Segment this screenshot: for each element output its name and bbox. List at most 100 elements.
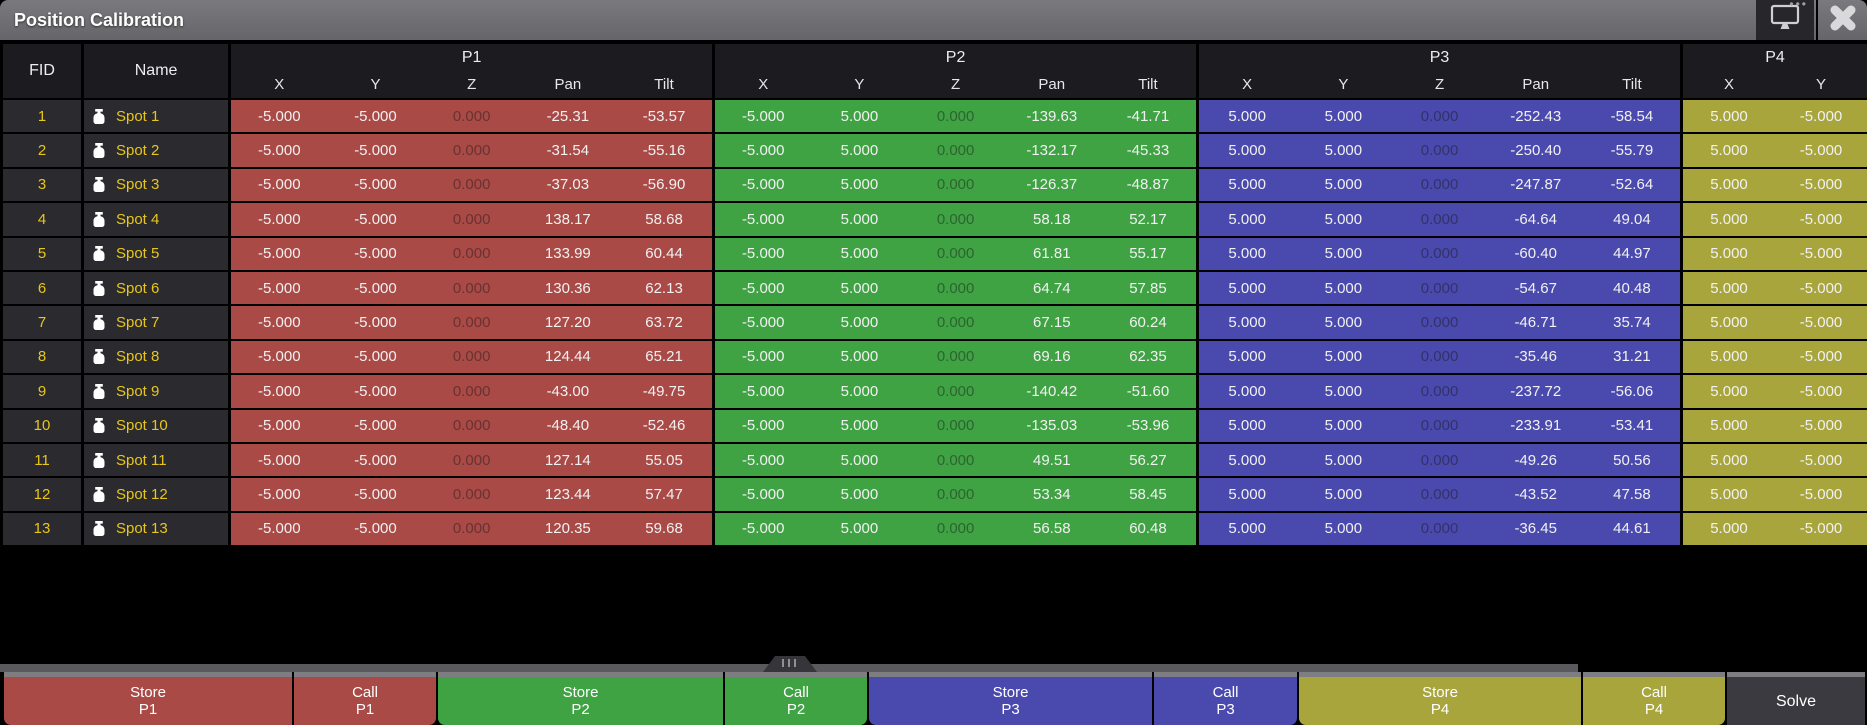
solve-button[interactable]: Solve	[1727, 672, 1865, 725]
value-cell[interactable]: -53.96	[1126, 417, 1170, 435]
value-cell[interactable]: 0.000	[1420, 348, 1459, 366]
value-cell[interactable]: -5.000	[1799, 520, 1843, 538]
value-cell[interactable]: 5.000	[1228, 176, 1266, 194]
value-cell[interactable]: -5.000	[258, 451, 301, 469]
value-cell[interactable]: 0.000	[452, 382, 491, 400]
value-cell[interactable]: 35.74	[1613, 314, 1651, 332]
fid-cell[interactable]: 5	[3, 237, 81, 270]
value-cell[interactable]: 63.72	[645, 314, 683, 332]
value-cell[interactable]: 0.000	[936, 210, 975, 228]
value-cell[interactable]: -31.54	[546, 142, 590, 160]
value-cell[interactable]: 69.16	[1033, 348, 1071, 366]
value-cell[interactable]: 0.000	[452, 176, 491, 194]
value-cell[interactable]: -135.03	[1026, 417, 1078, 435]
value-cell[interactable]: 52.17	[1129, 210, 1167, 228]
value-cell[interactable]: 40.48	[1613, 279, 1651, 297]
value-cell[interactable]: 0.000	[1420, 245, 1459, 263]
value-cell[interactable]: -53.41	[1610, 417, 1654, 435]
value-cell[interactable]: -5.000	[354, 348, 397, 366]
value-cell[interactable]: -41.71	[1126, 107, 1170, 125]
value-cell[interactable]: 0.000	[1420, 142, 1459, 160]
value-cell[interactable]: -51.60	[1126, 382, 1170, 400]
value-cell[interactable]: 60.24	[1129, 314, 1167, 332]
value-cell[interactable]: -5.000	[258, 485, 301, 503]
value-cell[interactable]: 5.000	[1228, 348, 1266, 366]
value-cell[interactable]: 0.000	[936, 245, 975, 263]
value-cell[interactable]: 55.17	[1129, 245, 1167, 263]
value-cell[interactable]: 31.21	[1613, 348, 1651, 366]
monitor-button[interactable]: •••	[1756, 0, 1814, 40]
fid-cell[interactable]: 2	[3, 134, 81, 167]
value-cell[interactable]: -5.000	[354, 451, 397, 469]
value-cell[interactable]: -54.67	[1514, 279, 1557, 297]
value-cell[interactable]: 56.58	[1033, 520, 1071, 538]
value-cell[interactable]: -5.000	[258, 314, 301, 332]
value-cell[interactable]: 5.000	[1710, 176, 1748, 194]
value-cell[interactable]: -55.79	[1610, 142, 1654, 160]
value-cell[interactable]: 0.000	[936, 176, 975, 194]
value-cell[interactable]: 133.99	[544, 245, 591, 263]
value-cell[interactable]: -5.000	[1799, 107, 1843, 125]
value-cell[interactable]: 0.000	[452, 142, 491, 160]
value-cell[interactable]: -5.000	[741, 348, 785, 366]
value-cell[interactable]: 55.05	[645, 451, 683, 469]
value-cell[interactable]: -5.000	[354, 279, 397, 297]
value-cell[interactable]: 5.000	[840, 314, 879, 332]
value-cell[interactable]: 0.000	[452, 314, 491, 332]
value-cell[interactable]: 5.000	[1228, 314, 1266, 332]
store-p2-button[interactable]: Store P2	[438, 672, 723, 725]
value-cell[interactable]: -5.000	[354, 485, 397, 503]
value-cell[interactable]: -5.000	[741, 245, 785, 263]
value-cell[interactable]: -5.000	[1799, 279, 1843, 297]
name-cell[interactable]: Spot 10	[83, 409, 229, 442]
value-cell[interactable]: 123.44	[544, 485, 591, 503]
value-cell[interactable]: -64.64	[1514, 210, 1557, 228]
value-cell[interactable]: -5.000	[354, 417, 397, 435]
value-cell[interactable]: 5.000	[840, 142, 879, 160]
close-button[interactable]	[1816, 0, 1867, 40]
value-cell[interactable]: 5.000	[1228, 520, 1266, 538]
value-cell[interactable]: 44.97	[1613, 245, 1651, 263]
value-cell[interactable]: -132.17	[1026, 142, 1078, 160]
value-cell[interactable]: -126.37	[1026, 176, 1078, 194]
value-cell[interactable]: 5.000	[1710, 382, 1748, 400]
value-cell[interactable]: -46.71	[1514, 314, 1557, 332]
value-cell[interactable]: -5.000	[1799, 314, 1843, 332]
value-cell[interactable]: 5.000	[1324, 417, 1363, 435]
fid-cell[interactable]: 7	[3, 306, 81, 339]
value-cell[interactable]: 5.000	[1710, 485, 1748, 503]
value-cell[interactable]: 5.000	[1228, 279, 1266, 297]
value-cell[interactable]: -5.000	[1799, 348, 1843, 366]
value-cell[interactable]: 5.000	[1228, 485, 1266, 503]
value-cell[interactable]: -5.000	[1799, 417, 1843, 435]
value-cell[interactable]: -5.000	[741, 485, 785, 503]
value-cell[interactable]: -5.000	[354, 210, 397, 228]
value-cell[interactable]: -5.000	[354, 382, 397, 400]
value-cell[interactable]: -5.000	[1799, 382, 1843, 400]
value-cell[interactable]: 64.74	[1033, 279, 1071, 297]
value-cell[interactable]: 5.000	[1324, 142, 1363, 160]
fid-cell[interactable]: 9	[3, 375, 81, 408]
fid-cell[interactable]: 1	[3, 100, 81, 133]
value-cell[interactable]: 124.44	[544, 348, 591, 366]
value-cell[interactable]: -5.000	[354, 314, 397, 332]
value-cell[interactable]: 5.000	[1228, 210, 1266, 228]
value-cell[interactable]: 0.000	[1420, 382, 1459, 400]
name-cell[interactable]: Spot 13	[83, 512, 229, 546]
fid-cell[interactable]: 12	[3, 478, 81, 511]
value-cell[interactable]: 57.85	[1129, 279, 1167, 297]
name-cell[interactable]: Spot 6	[83, 271, 229, 305]
store-p4-button[interactable]: Store P4	[1299, 672, 1581, 725]
value-cell[interactable]: -250.40	[1510, 142, 1562, 160]
value-cell[interactable]: 60.44	[645, 245, 683, 263]
value-cell[interactable]: 61.81	[1033, 245, 1071, 263]
call-p3-button[interactable]: Call P3	[1154, 672, 1297, 725]
fid-cell[interactable]: 13	[3, 512, 81, 546]
value-cell[interactable]: -5.000	[258, 107, 301, 125]
value-cell[interactable]: 49.04	[1613, 210, 1651, 228]
value-cell[interactable]: -49.75	[642, 382, 686, 400]
value-cell[interactable]: -5.000	[741, 314, 785, 332]
name-cell[interactable]: Spot 4	[83, 203, 229, 236]
value-cell[interactable]: 0.000	[936, 348, 975, 366]
value-cell[interactable]: 56.27	[1129, 451, 1167, 469]
